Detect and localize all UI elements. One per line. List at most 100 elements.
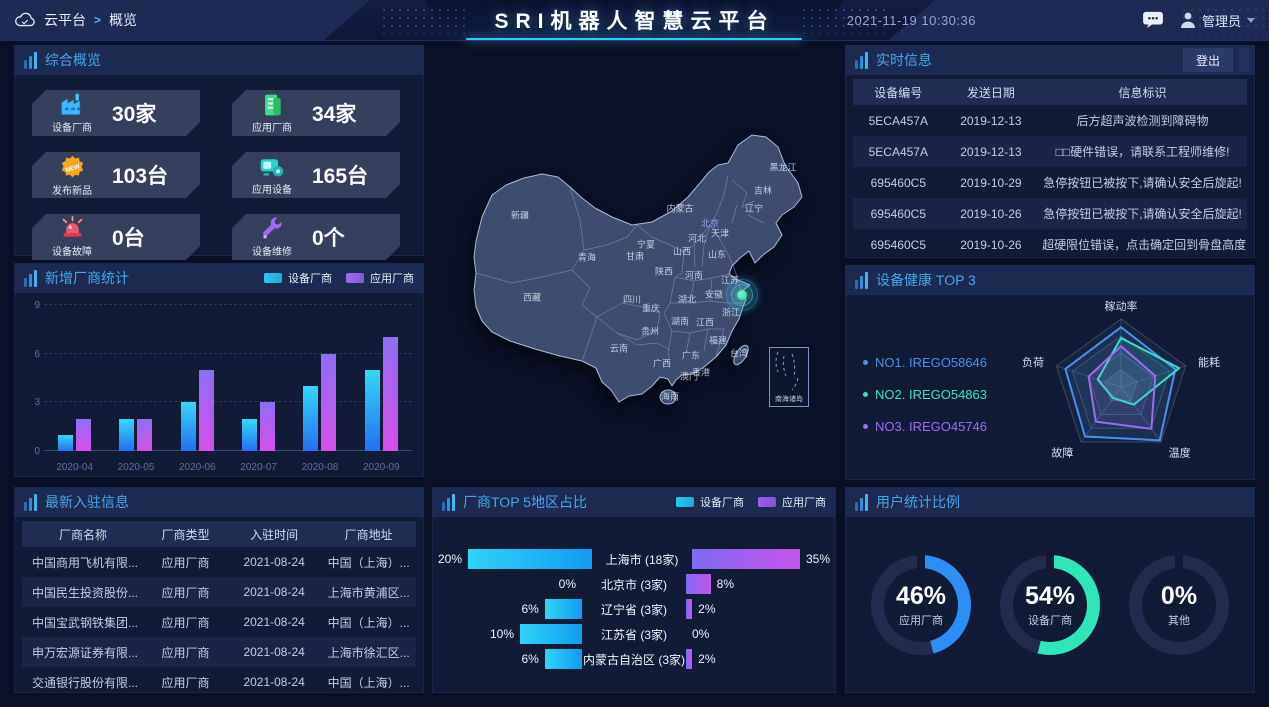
breadcrumb-current[interactable]: 概览: [109, 12, 138, 28]
panel-latest-entries: 最新入驻信息 厂商名称 厂商类型 入驻时间 厂商地址 中国商用飞机有限... 应用厂商 20…: [14, 487, 424, 693]
region-right-bar: [686, 599, 693, 619]
user-menu[interactable]: 管理员: [1180, 11, 1255, 30]
message-icon[interactable]: [1142, 11, 1164, 29]
table-cell: 695460C5: [870, 175, 926, 190]
table-cell: 应用厂商: [161, 675, 210, 690]
hainan-island: [659, 389, 677, 405]
region-label: 内蒙古自治区 (3家): [582, 652, 685, 667]
table-row: 695460C5 2019-10-26 超硬限位错误，点击确定回到骨盘高度!: [853, 229, 1247, 260]
region-top5-chart: 20% 上海市 (18家) 35% 0% 北京市 (3家) 8% 6% 辽宁省 (3家) 2% 1…: [438, 549, 830, 669]
stat-card-value: 30家: [112, 103, 157, 126]
region-row-北京市 (3家): 0% 北京市 (3家) 8%: [438, 574, 830, 594]
app-device-icon: [258, 154, 286, 180]
table-cell: 急停按钮已被按下,请确认安全后旋起!: [1043, 176, 1242, 190]
x-tick-label: 2020-06: [178, 462, 216, 473]
region-left-side: 0%: [438, 574, 582, 594]
x-tick-label: 2020-09: [362, 462, 400, 473]
radar-axis-label-负荷: 负荷: [1022, 355, 1044, 369]
region-right-side: 2%: [686, 649, 830, 669]
column-header-入驻时间: 入驻时间: [250, 527, 299, 542]
svg-text:NEW: NEW: [64, 163, 80, 174]
table-cell: 后方超声波检测到障碍物: [1076, 114, 1209, 128]
bar-groups: [44, 305, 412, 451]
bar-group-2020-04: [44, 305, 105, 451]
gridline-3: 3: [34, 397, 412, 408]
legend-label: 设备厂商: [700, 497, 744, 509]
region-left-bar: [520, 624, 582, 644]
stat-card-value: 165台: [312, 165, 369, 188]
region-left-value: 10%: [489, 627, 514, 641]
donut-其他: 0% 其他: [1129, 554, 1229, 655]
bar-group-2020-08: [289, 305, 350, 451]
gridline-0: 0: [34, 446, 412, 457]
column-header-厂商名称: 厂商名称: [59, 527, 108, 542]
header-toolbar: 2021-11-19 10:30:36 管理员: [847, 0, 1255, 40]
health-rank-NO2. IREGO54863[interactable]: NO2. IREGO54863: [863, 387, 987, 402]
region-right-value: 2%: [698, 652, 716, 666]
device-repair-icon: [258, 216, 286, 242]
region-right-bar: [686, 649, 693, 669]
region-right-side: 2%: [686, 599, 830, 619]
x-tick-label: 2020-05: [117, 462, 155, 473]
region-left-side: 10%: [438, 624, 582, 644]
region-left-value: 20%: [438, 552, 463, 566]
bar-设备厂商-2020-08: [303, 386, 319, 451]
health-rank-NO3. IREGO45746[interactable]: NO3. IREGO45746: [863, 419, 987, 434]
region-left-bar: [468, 549, 593, 569]
radar-series-NO2. IREGO54863: [1096, 337, 1181, 406]
vendor-stats-chart: 0 3 6 9 2020-04 2020-05 2020-06 2020-07 2020-08…: [14, 293, 424, 477]
stat-card-label: 发布新品: [52, 185, 92, 197]
rank-label: NO2. IREGO54863: [875, 387, 987, 402]
legend-swatch: [346, 273, 364, 283]
region-row-内蒙古自治区 (3家): 6% 内蒙古自治区 (3家) 2%: [438, 649, 830, 669]
panel-user-stats: 用户统计比例 46% 应用厂商 54% 设备厂商 0% 其他: [845, 487, 1255, 693]
region-right-value: 0%: [692, 627, 710, 641]
health-rank-NO1. IREGO58646[interactable]: NO1. IREGO58646: [863, 355, 987, 370]
stat-card-value: 103台: [112, 165, 169, 188]
china-outline: [473, 134, 803, 403]
rank-label: NO1. IREGO58646: [875, 355, 987, 370]
donut-label: 设备厂商: [1028, 615, 1072, 627]
china-map[interactable]: 南海诸岛 新疆 西藏 青海 甘肃 宁夏 内蒙古 黑龙江 吉林 辽宁 北京 天津 河北 山西 山东 陕西 河南江…: [432, 45, 836, 480]
table-cell: 2021-08-24: [243, 585, 305, 599]
radar-spoke: [1120, 386, 1162, 443]
header-title-band: [424, 0, 844, 40]
legend-item-应用厂商[interactable]: 应用厂商: [346, 270, 414, 286]
logout-button[interactable]: 登出: [1183, 48, 1233, 72]
region-row-上海市 (18家): 20% 上海市 (18家) 35%: [438, 549, 830, 569]
table-cell: 上海市徐汇区...: [327, 645, 410, 660]
y-tick-label: 9: [34, 300, 40, 311]
province-borders: [475, 174, 765, 364]
bar-group-2020-06: [167, 305, 228, 451]
vendor-stats-plot: 0 3 6 9: [34, 300, 412, 457]
table-row: 中国商用飞机有限... 应用厂商 2021-08-24 中国（上海）...: [22, 547, 416, 577]
panel-realtime: 实时信息 登出 设备编号 发送日期 信息标识 5ECA457A 2019-12-13 后方…: [845, 45, 1255, 258]
header-dots-left: [380, 6, 470, 34]
stat-card-应用设备: 应用设备 165台: [232, 152, 400, 198]
table-cell: 中国宝武钢铁集团...: [32, 615, 139, 630]
app-header: 云平台 > 概览 SRI机器人智慧云平台 2021-11-19 10:30:36…: [0, 0, 1269, 41]
panel-vendor-stats-header: 新增厂商统计 设备厂商 应用厂商: [14, 263, 424, 293]
user-name: 管理员: [1201, 13, 1241, 29]
legend-item-应用厂商[interactable]: 应用厂商: [758, 494, 826, 510]
gridline-6: 6: [34, 349, 412, 360]
region-right-bar: [691, 549, 800, 569]
region-left-value: 6%: [521, 602, 539, 616]
header-dots-right: [800, 6, 890, 34]
legend-item-设备厂商[interactable]: 设备厂商: [676, 494, 744, 510]
panel-bars-icon: [24, 269, 37, 287]
breadcrumb-root[interactable]: 云平台: [44, 12, 86, 28]
device-fault-icon: [59, 216, 86, 242]
column-header-发送日期: 发送日期: [966, 85, 1015, 100]
region-left-bar: [544, 649, 582, 669]
x-tick-label: 2020-04: [56, 462, 94, 473]
breadcrumb: 云平台 > 概览: [14, 0, 137, 40]
region-right-value: 2%: [698, 602, 716, 616]
panel-user-stats-title: 用户统计比例: [876, 494, 960, 510]
legend-label: 应用厂商: [370, 273, 414, 285]
table-header-row: 设备编号 发送日期 信息标识: [853, 79, 1247, 105]
panel-latest-entries-title: 最新入驻信息: [45, 494, 129, 510]
table-row: 中国民生投资股份... 应用厂商 2021-08-24 上海市黄浦区...: [22, 577, 416, 607]
legend-item-设备厂商[interactable]: 设备厂商: [264, 270, 332, 286]
marker-core: [737, 290, 747, 300]
